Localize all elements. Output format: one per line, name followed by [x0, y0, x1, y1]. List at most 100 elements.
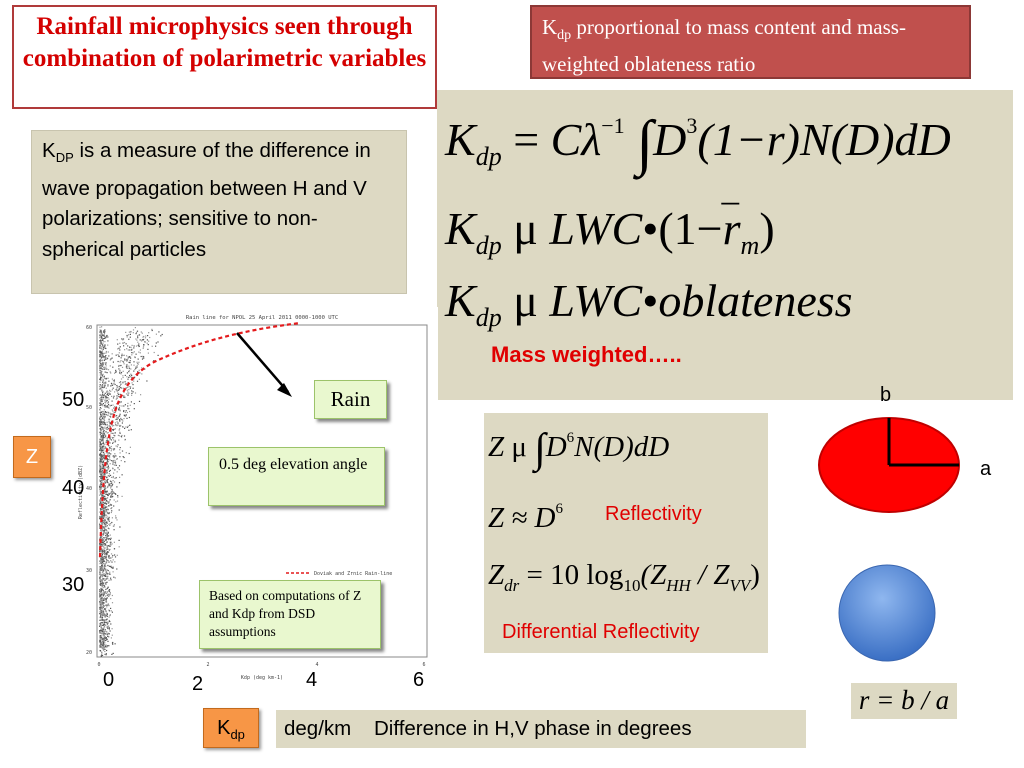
scatter-point: [101, 383, 103, 385]
scatter-point: [110, 421, 112, 424]
scatter-point: [99, 563, 101, 565]
scatter-point: [119, 365, 121, 367]
scatter-point: [103, 573, 105, 575]
scatter-point: [130, 364, 132, 366]
scatter-point: [100, 615, 102, 617]
scatter-point: [109, 393, 111, 395]
scatter-point: [104, 357, 106, 359]
scatter-point: [105, 377, 107, 380]
scatter-point: [102, 501, 104, 504]
scatter-point: [105, 424, 107, 426]
scatter-point: [123, 354, 125, 356]
scatter-point: [101, 574, 103, 576]
scatter-point: [102, 384, 104, 386]
scatter-point: [105, 558, 107, 560]
scatter-point: [99, 578, 101, 580]
scatter-point: [103, 521, 105, 523]
scatter-point: [101, 501, 103, 503]
scatter-point: [103, 611, 105, 613]
scatter-point: [100, 579, 102, 581]
scatter-point: [112, 477, 114, 479]
scatter-point: [101, 396, 103, 398]
scatter-point: [101, 520, 104, 522]
scatter-point: [99, 543, 101, 545]
scatter-point: [107, 518, 109, 520]
scatter-point: [112, 475, 114, 478]
scatter-point: [99, 650, 102, 652]
scatter-point: [99, 525, 101, 527]
scatter-point: [100, 332, 102, 334]
scatter-point: [105, 502, 107, 505]
scatter-point: [106, 541, 108, 543]
scatter-point: [104, 557, 106, 559]
scatter-point: [99, 568, 101, 570]
scatter-point: [122, 376, 124, 379]
scatter-point: [103, 544, 105, 546]
scatter-point: [100, 432, 102, 434]
scatter-point: [110, 523, 112, 525]
scatter-point: [115, 501, 117, 503]
scatter-point: [125, 415, 127, 417]
scatter-point: [101, 345, 103, 348]
scatter-point: [102, 526, 104, 528]
scatter-point: [110, 541, 112, 543]
scatter-point: [105, 557, 107, 560]
scatter-point: [100, 515, 102, 518]
scatter-point: [104, 405, 106, 407]
scatter-point: [114, 561, 116, 563]
scatter-point: [102, 479, 104, 481]
scatter-point: [99, 560, 101, 562]
scatter-point: [107, 458, 109, 460]
scatter-point: [107, 494, 109, 497]
scatter-point: [103, 332, 106, 334]
scatter-point: [133, 403, 135, 405]
scatter-point: [114, 463, 117, 465]
scatter-point: [102, 440, 104, 442]
scatter-point: [101, 354, 103, 356]
scatter-point: [117, 434, 119, 436]
scatter-point: [137, 358, 139, 360]
scatter-point: [104, 642, 106, 644]
scatter-point: [108, 393, 111, 395]
scatter-point: [101, 403, 103, 406]
scatter-point: [142, 347, 144, 349]
scatter-point: [104, 522, 106, 524]
scatter-point: [100, 483, 102, 485]
scatter-point: [100, 426, 102, 428]
scatter-point: [110, 476, 113, 478]
scatter-point: [107, 574, 109, 576]
scatter-point: [138, 334, 141, 336]
scatter-point: [108, 475, 110, 477]
scatter-point: [101, 487, 103, 489]
scatter-point: [99, 471, 101, 473]
scatter-point: [99, 535, 101, 537]
scatter-point: [100, 598, 102, 601]
scatter-point: [103, 473, 105, 475]
scatter-point: [99, 416, 101, 418]
scatter-point: [134, 327, 136, 329]
scatter-point: [99, 329, 101, 331]
scatter-point: [105, 604, 107, 606]
scatter-point: [99, 381, 101, 383]
scatter-point: [121, 355, 123, 357]
scatter-point: [107, 340, 109, 342]
scatter-point: [110, 492, 112, 494]
scatter-point: [106, 462, 108, 464]
scatter-point: [99, 619, 101, 621]
scatter-point: [100, 581, 102, 583]
scatter-point: [102, 642, 105, 644]
scatter-point: [108, 505, 110, 507]
scatter-point: [101, 558, 103, 560]
scatter-point: [108, 418, 110, 420]
scatter-point: [137, 363, 139, 365]
scatter-point: [100, 560, 102, 562]
scatter-point: [106, 615, 108, 617]
scatter-point: [101, 495, 103, 497]
scatter-point: [99, 425, 101, 427]
axis-ratio-equation: r = b / a: [851, 683, 957, 719]
scatter-point: [100, 448, 102, 450]
scatter-point: [130, 429, 132, 431]
scatter-point: [109, 442, 111, 444]
scatter-point: [112, 380, 114, 382]
scatter-point: [110, 511, 112, 514]
